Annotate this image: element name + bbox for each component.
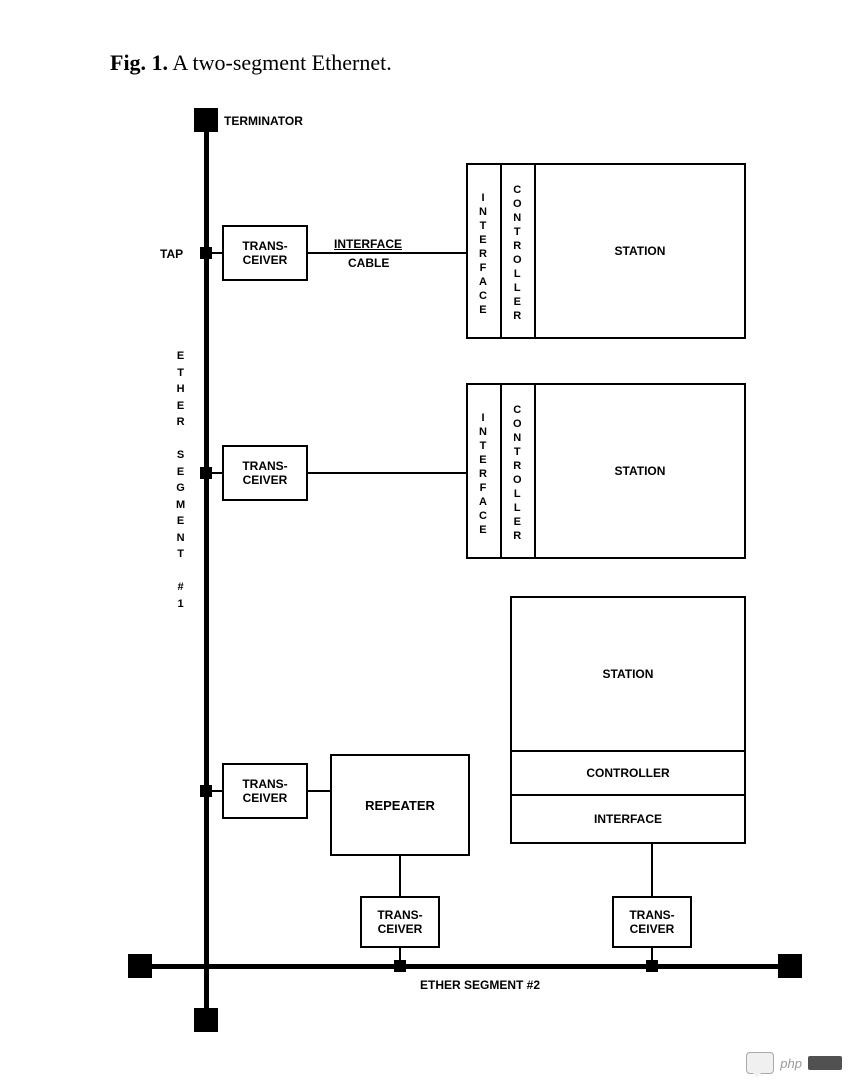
speech-bubble-icon: [746, 1052, 774, 1074]
transceiver-5: TRANS- CEIVER: [612, 896, 692, 948]
ether-segment-2-label: ETHER SEGMENT #2: [420, 978, 540, 992]
terminator-label: TERMINATOR: [224, 114, 303, 128]
station-2-controller-text: CONTROLLER: [513, 403, 522, 543]
watermark-text: php: [780, 1056, 802, 1071]
terminator-bottom: [194, 1008, 218, 1032]
watermark: php: [746, 1052, 842, 1074]
figure-caption: Fig. 1. A two-segment Ethernet.: [110, 50, 392, 76]
stub-5: [651, 948, 653, 962]
terminator-seg2-right: [778, 954, 802, 978]
interface-cable-label-bottom: CABLE: [348, 256, 389, 270]
station-1: STATION: [534, 163, 746, 339]
transceiver-1: TRANS- CEIVER: [222, 225, 308, 281]
stub-3: [209, 790, 222, 792]
stub-4: [399, 948, 401, 962]
transceiver-4: TRANS- CEIVER: [360, 896, 440, 948]
interface-cable-2: [308, 472, 466, 474]
transceiver-3: TRANS- CEIVER: [222, 763, 308, 819]
station-1-interface-text: INTERFACE: [479, 191, 487, 317]
station-2-interface-text: INTERFACE: [479, 411, 487, 537]
stub-1: [209, 252, 222, 254]
ether-segment-2-line: [140, 964, 790, 969]
terminator-seg2-left: [128, 954, 152, 978]
cable-repeater-down: [399, 856, 401, 896]
caption-prefix: Fig. 1.: [110, 50, 168, 75]
interface-cable-label-top: INTERFACE: [334, 237, 402, 251]
interface-cable-1: [308, 252, 466, 254]
watermark-tail: [808, 1056, 842, 1070]
station-3-controller: CONTROLLER: [510, 750, 746, 796]
station-2: STATION: [534, 383, 746, 559]
station-3: STATION: [510, 596, 746, 752]
transceiver-2: TRANS- CEIVER: [222, 445, 308, 501]
cable-trans3-repeater: [308, 790, 330, 792]
caption-text: A two-segment Ethernet.: [172, 50, 391, 75]
cable-station3-down: [651, 844, 653, 896]
station-3-interface: INTERFACE: [510, 794, 746, 844]
stub-2: [209, 472, 222, 474]
station-1-controller-text: CONTROLLER: [513, 183, 522, 323]
ether-segment-1-label: ETHERSEGMENT#1: [176, 348, 185, 612]
repeater: REPEATER: [330, 754, 470, 856]
terminator-top: [194, 108, 218, 132]
tap-label: TAP: [160, 247, 183, 261]
